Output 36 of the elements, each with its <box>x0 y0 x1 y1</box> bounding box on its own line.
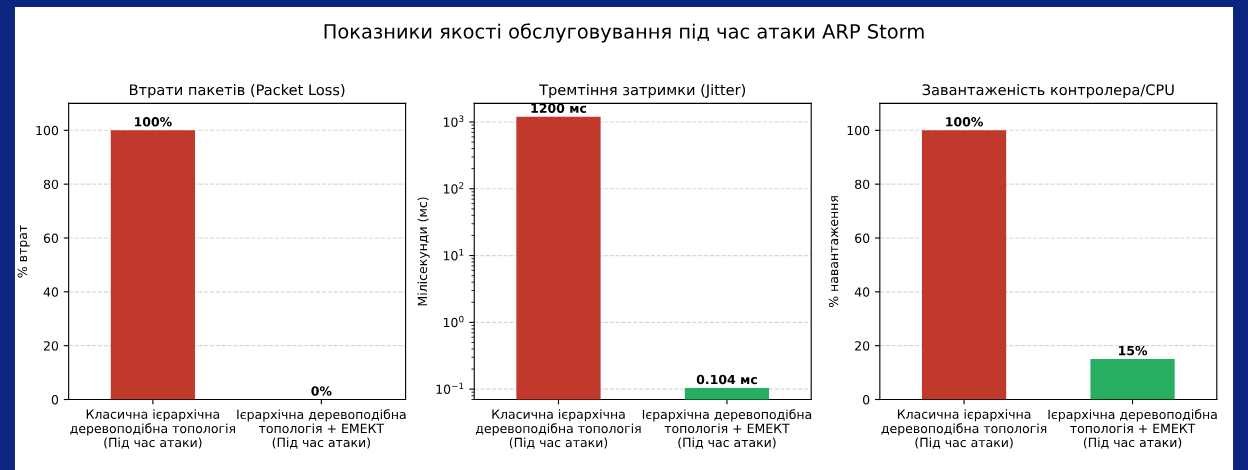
y-tick-label: 10$^{−1}$ <box>436 382 464 394</box>
data-label: 1200 мс <box>531 103 587 113</box>
x-tick-label: Класична ієрархічна деревоподібна топологія (Під час атаки) <box>881 409 1047 449</box>
y-tick-label: 10$^{0}$ <box>443 315 464 328</box>
y-tick-label: 80 <box>43 179 59 190</box>
y-tick-label: 40 <box>854 287 870 297</box>
y-axis-title: % втрат <box>17 225 30 278</box>
data-label: 0% <box>311 386 332 396</box>
x-tick-label: Класична ієрархічна деревоподібна топологія (Під час атаки) <box>70 409 235 449</box>
y-tick-label: 20 <box>43 341 59 351</box>
y-tick-label: 20 <box>855 341 870 351</box>
chart-title: Втрати пакетів (Packet Loss) <box>130 83 345 99</box>
y-tick-label: 60 <box>43 233 59 243</box>
y-tick-label: 10$^{1}$ <box>443 249 464 261</box>
y-tick-label: 60 <box>855 233 870 243</box>
y-axis-title: Мілісекунди (мс) <box>417 197 430 306</box>
chart-title: Тремтіння затримки (Jitter) <box>539 83 746 99</box>
chart-title: Завантаженість контролера/CPU <box>922 83 1174 99</box>
y-tick-label: 80 <box>855 179 870 190</box>
x-tick-label: Ієрархічна деревоподібна топологія + ЕМЕКТ (Під час атаки) <box>642 409 812 449</box>
data-label: 15% <box>1119 345 1148 356</box>
y-tick-label: 100 <box>847 125 870 136</box>
x-tick-label: Ієрархічна деревоподібна топологія + ЕМЕКТ (Під час атаки) <box>237 409 406 449</box>
y-tick-label: 0 <box>51 394 59 405</box>
data-label: 100% <box>134 117 172 127</box>
x-tick-label: Ієрархічна деревоподібна топологія + ЕМЕКТ (Під час атаки) <box>1048 409 1217 449</box>
y-tick-label: 100 <box>36 125 59 136</box>
y-tick-label: 10$^{3}$ <box>443 115 464 127</box>
y-tick-label: 10$^{2}$ <box>443 182 464 194</box>
y-tick-label: 40 <box>43 287 59 297</box>
data-label: 0.104 мс <box>696 374 757 385</box>
y-axis-title: % навантаження <box>828 196 839 308</box>
data-label: 100% <box>946 117 983 127</box>
text: Показники якості обслуговування під час атаки ARP Storm <box>324 23 924 43</box>
x-tick-label: Класична ієрархічна деревоподібна топологія (Під час атаки) <box>475 409 641 449</box>
y-tick-label: 0 <box>862 394 870 405</box>
